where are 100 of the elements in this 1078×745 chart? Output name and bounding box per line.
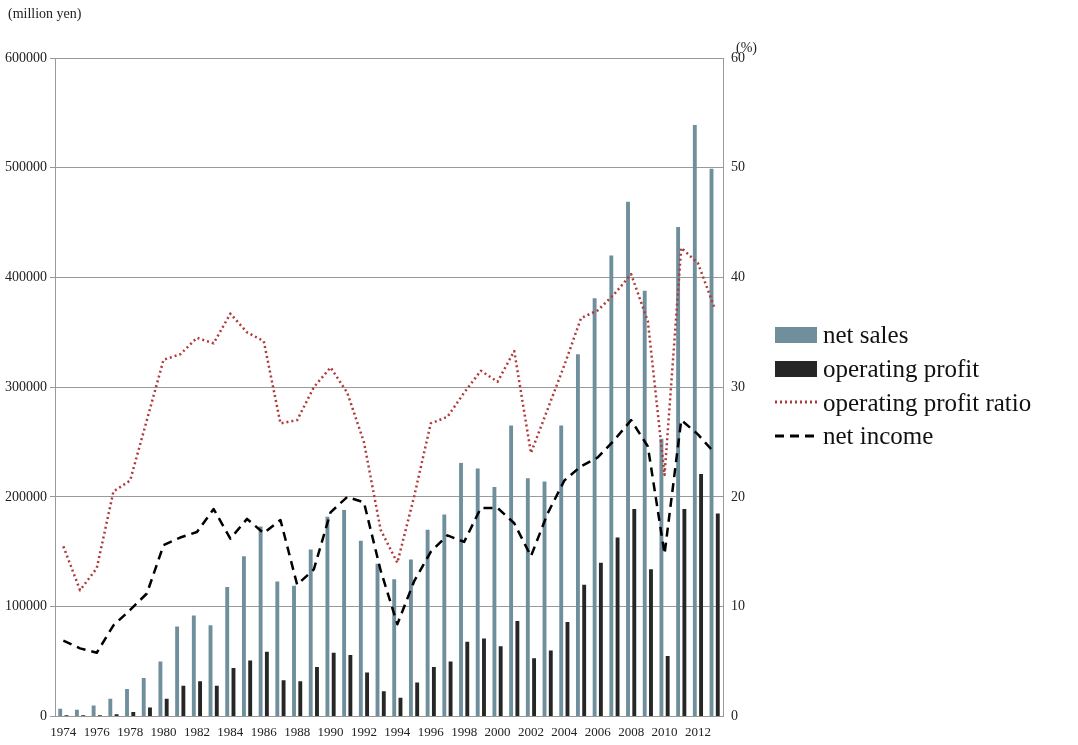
bar [482,638,486,716]
bar [592,298,597,716]
x-tick-label: 1992 [350,723,377,739]
x-tick-label: 1976 [83,723,111,739]
bar [264,651,269,716]
bar [131,712,136,716]
x-tick-label: 2010 [651,723,678,739]
bar [642,290,647,716]
bar [358,540,363,716]
x-tick-label: 1984 [217,723,244,739]
bar [448,661,453,716]
x-tick-label: 2008 [618,723,645,739]
y2-tick-label: 20 [731,488,745,504]
bar [74,709,79,716]
bar [348,654,353,716]
bar [292,585,296,716]
bar [108,698,113,716]
bar [125,688,129,716]
x-tick-label: 2006 [584,723,612,739]
bar [158,661,163,716]
bar [258,526,263,716]
bar [676,226,681,716]
bar [342,510,347,716]
legend-label: net income [823,421,934,452]
bar [465,641,470,716]
bar [559,425,564,716]
bar [392,579,397,716]
bar [492,487,497,716]
y-tick-label: 500000 [5,159,47,175]
bar [181,685,186,716]
x-tick-label: 1986 [250,723,278,739]
bar [91,705,96,716]
y-tick-label: 600000 [5,49,47,65]
x-tick-label: 2002 [517,723,544,739]
legend-label: net sales [823,320,909,350]
bar [248,660,253,716]
bar [431,667,436,716]
bar [214,685,219,716]
bar [191,615,196,716]
bar [325,516,330,716]
bar [315,667,319,716]
bar [442,514,447,716]
bar [509,425,514,716]
bar [298,681,303,716]
bar [598,562,603,716]
y-tick-label: 100000 [5,598,47,614]
bar [308,549,313,716]
y-tick-label: 0 [40,708,47,724]
bar [58,708,63,716]
x-tick-label: 1998 [451,723,478,739]
y-tick-label: 300000 [5,378,47,394]
bar [381,691,386,716]
x-tick-label: 1988 [284,723,311,739]
bar [532,658,537,716]
y2-tick-label: 50 [731,159,745,175]
bar [649,569,653,716]
bar [615,537,620,716]
bar [609,255,614,716]
bar [225,586,230,716]
bar [665,656,670,716]
y2-tick-label: 10 [731,598,745,614]
bar [699,473,704,716]
y2-tick-label: 0 [731,708,738,724]
y2-tick-label: 30 [731,378,745,394]
x-tick-label: 1980 [150,723,177,739]
bar [692,124,697,716]
y-tick-label: 400000 [5,269,47,285]
y2-tick-label: 40 [731,269,745,285]
bar [275,581,280,716]
bar [575,354,580,716]
legend-label: operating profit [823,353,980,384]
x-tick-label: 1982 [183,723,210,739]
bar [175,626,180,716]
bar [475,468,480,716]
x-tick-label: 2012 [684,723,711,739]
x-tick-label: 1996 [417,723,445,739]
x-tick-label: 1978 [117,723,144,739]
bar [498,646,503,716]
x-tick-label: 1974 [50,723,77,739]
x-tick-label: 1990 [317,723,344,739]
bar [141,677,146,716]
bar [548,650,553,716]
legend-label: operating profit ratio [823,387,1032,418]
y-tick-label: 200000 [5,488,47,504]
bar [164,698,169,716]
x-tick-label: 2004 [551,723,578,739]
bar [365,672,370,716]
bar [682,509,687,716]
x-tick-label: 2000 [484,723,511,739]
bar [331,652,336,716]
bar [281,680,286,716]
bar [582,584,587,716]
y-axis-title: (million yen) [8,6,82,22]
bar [425,529,430,716]
bar [198,681,203,716]
x-tick-label: 1994 [384,723,411,739]
bar [415,682,420,716]
bar [148,707,152,716]
bar [659,438,664,716]
bar [525,478,530,716]
